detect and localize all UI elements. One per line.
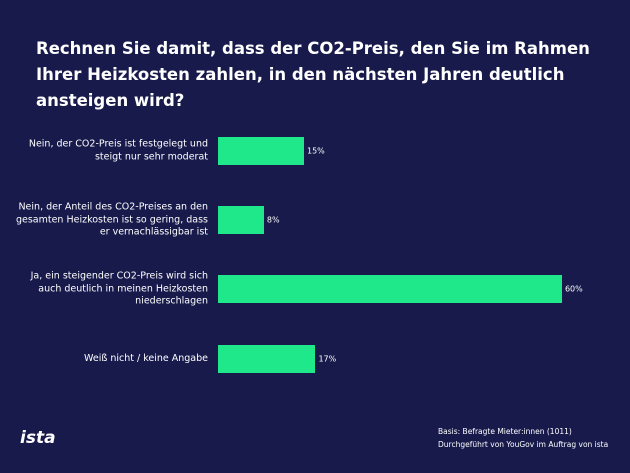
note: Durchgeführt von YouGov im Auftrag von i… [438,440,609,449]
note: Basis: Befragte Mieter:innen (1011) [438,427,572,436]
category-label: Weiß nicht / keine Angabe [84,352,208,364]
value-label: 8% [266,215,280,225]
value-label: 15% [306,146,325,156]
bar [218,275,562,304]
bar [218,344,316,373]
logo: ista [20,428,56,448]
value-label: 60% [564,284,583,294]
category-label: Ja, ein steigender CO2-Preis wird sich a… [30,270,208,307]
category-label: Nein, der CO2-Preis ist festgelegt und s… [28,138,208,163]
value-label: 17% [318,354,337,364]
category-label: Nein, der Anteil des CO2-Preises an den … [15,201,208,238]
bar [218,206,264,235]
chart-title: Rechnen Sie damit, dass der CO2-Preis, d… [36,39,590,110]
bar [218,137,304,165]
